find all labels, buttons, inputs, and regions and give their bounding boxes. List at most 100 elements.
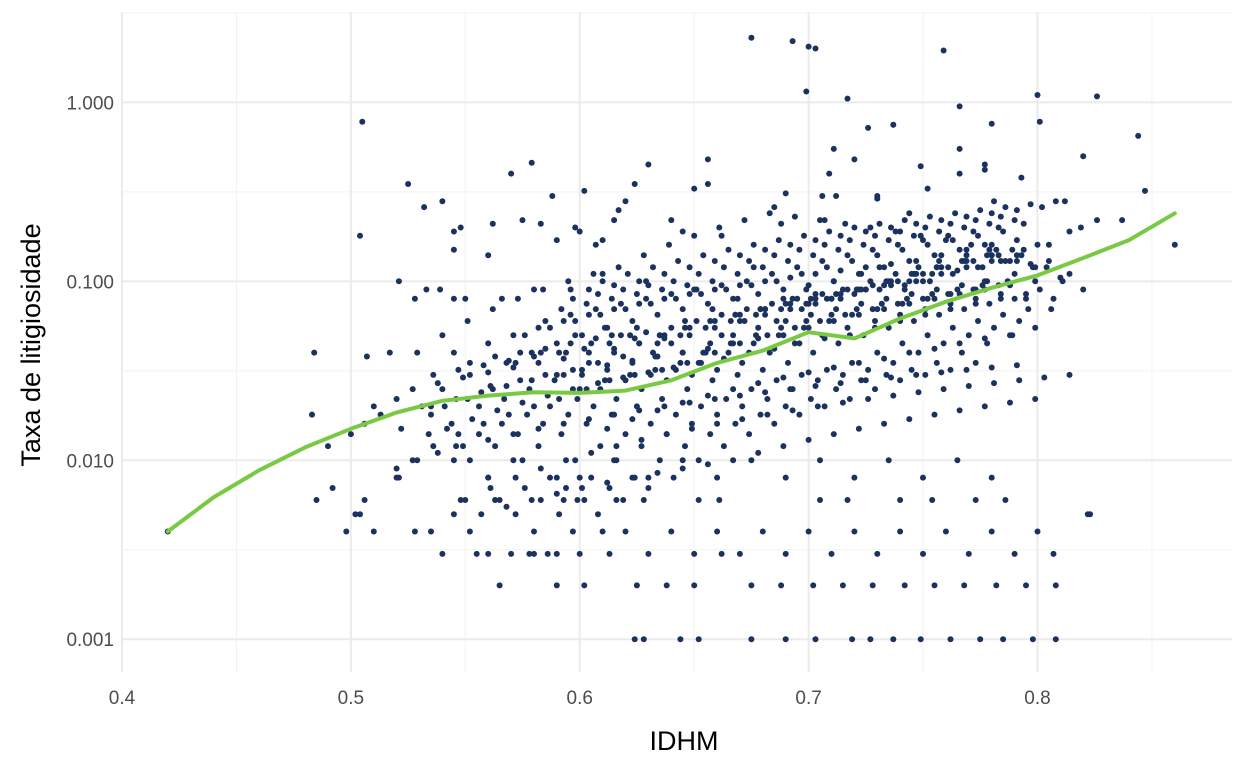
data-point [698, 403, 704, 410]
data-point [785, 359, 791, 366]
data-point [363, 353, 370, 360]
data-point [1041, 374, 1048, 381]
data-point [931, 252, 938, 259]
data-point [798, 371, 805, 378]
data-point [592, 241, 599, 248]
data-point [1094, 93, 1100, 100]
data-point [704, 181, 711, 187]
trend-line [165, 211, 1177, 534]
data-point [711, 286, 718, 293]
data-point [778, 220, 785, 227]
data-point [679, 465, 686, 472]
data-point [428, 411, 434, 418]
data-point [542, 318, 549, 324]
data-point [817, 457, 823, 464]
data-point [393, 465, 400, 472]
data-point [1013, 258, 1020, 264]
data-point [748, 636, 755, 643]
data-point [890, 392, 897, 399]
data-point [743, 278, 750, 285]
data-point [604, 425, 611, 432]
data-point [691, 185, 698, 192]
data-point [638, 443, 645, 450]
data-point [606, 377, 613, 384]
data-point [874, 349, 881, 356]
data-point [574, 497, 581, 503]
data-point [606, 550, 613, 557]
data-point [906, 210, 913, 217]
data-point [498, 420, 505, 427]
data-point [931, 345, 938, 352]
data-point [466, 528, 473, 535]
data-point [734, 295, 741, 302]
data-point [560, 420, 567, 427]
data-point [789, 295, 796, 302]
data-point [894, 300, 901, 307]
data-point [933, 286, 940, 293]
data-point [656, 332, 663, 339]
data-point [672, 411, 679, 418]
data-point [867, 636, 874, 643]
data-point [858, 300, 865, 307]
data-point [972, 359, 979, 366]
data-point [924, 241, 931, 248]
data-point [746, 258, 753, 264]
data-point [718, 311, 725, 318]
data-point [668, 217, 675, 224]
y-tick-label: 1.000 [66, 93, 114, 114]
data-point [462, 295, 469, 302]
data-point [1171, 241, 1178, 248]
data-point [988, 474, 995, 481]
data-point [514, 295, 521, 302]
data-point [855, 270, 862, 277]
data-point [1080, 286, 1087, 293]
data-point [1002, 204, 1009, 211]
data-point [839, 371, 846, 378]
data-point [803, 318, 810, 324]
data-point [716, 497, 723, 503]
data-point [370, 403, 377, 410]
data-point [714, 366, 721, 373]
data-point [741, 318, 748, 324]
data-point [682, 318, 688, 324]
data-point [855, 311, 862, 318]
data-point [942, 528, 949, 535]
data-point [778, 306, 785, 313]
data-point [757, 306, 764, 313]
data-point [892, 228, 899, 235]
data-point [807, 396, 814, 402]
data-point [604, 324, 611, 331]
data-point [583, 300, 590, 307]
data-point [773, 318, 780, 324]
data-point [714, 528, 721, 535]
data-point [844, 252, 851, 259]
data-point [805, 282, 812, 289]
data-point [704, 461, 711, 468]
data-point [814, 403, 821, 410]
data-point [872, 318, 878, 324]
data-point [489, 386, 496, 393]
data-point [604, 479, 611, 486]
data-point [755, 449, 762, 456]
data-point [519, 399, 526, 406]
data-point [924, 295, 931, 302]
data-point [913, 270, 920, 277]
data-point [450, 349, 457, 356]
data-point [1032, 324, 1039, 331]
data-point [709, 278, 716, 285]
data-point [791, 324, 798, 331]
data-point [963, 213, 970, 220]
data-point [485, 369, 492, 376]
data-point [913, 278, 920, 285]
data-point [686, 399, 693, 406]
data-point [920, 270, 926, 277]
data-point [604, 366, 611, 373]
data-point [775, 237, 782, 244]
data-point [579, 371, 585, 378]
data-point [846, 237, 853, 244]
data-point [684, 386, 691, 393]
data-point [920, 237, 926, 244]
data-point [906, 258, 913, 264]
data-point [537, 349, 544, 356]
data-point [661, 335, 668, 342]
